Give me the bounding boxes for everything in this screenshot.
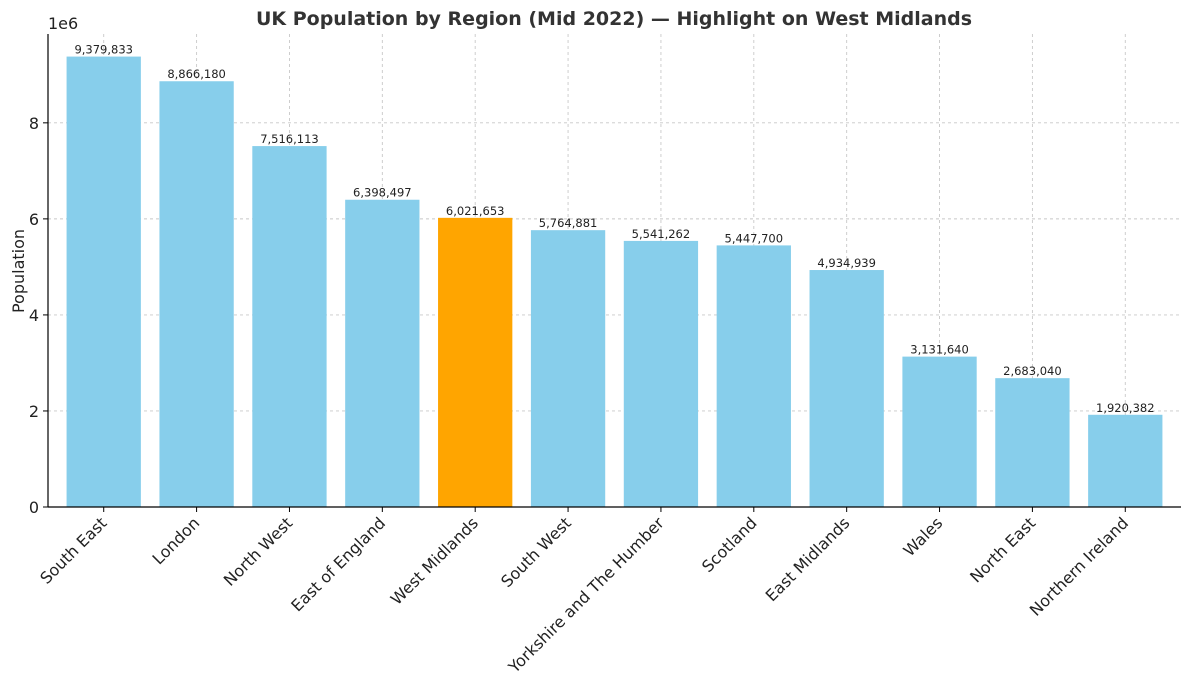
bar-south-west — [530, 230, 606, 508]
x-tick-label: North East — [966, 513, 1039, 586]
bar-scotland — [716, 245, 791, 507]
data-label: 5,541,262 — [632, 227, 691, 241]
bar-west-midlands — [438, 217, 513, 508]
data-label: 5,447,700 — [725, 231, 784, 245]
bar-south-east — [66, 56, 141, 507]
axes — [43, 34, 1181, 512]
data-label: 3,131,640 — [910, 343, 969, 357]
x-tick-label: Northern Ireland — [1026, 513, 1132, 619]
y-axis-label: Population — [9, 229, 28, 313]
bar-london — [159, 81, 234, 507]
y-tick-labels: 0 2 4 6 8 — [29, 114, 39, 517]
y-tick-label: 8 — [29, 114, 39, 133]
bar-east-midlands — [809, 270, 884, 507]
bar-wales — [902, 356, 977, 507]
bar-north-east — [995, 378, 1070, 507]
chart-title: UK Population by Region (Mid 2022) — Hig… — [256, 8, 972, 30]
x-tick-label: West Midlands — [387, 513, 482, 608]
x-tick-label: Scotland — [698, 513, 761, 576]
data-label: 9,379,833 — [74, 43, 133, 57]
x-tick-label: East Midlands — [762, 513, 854, 605]
x-tick-label: South West — [497, 513, 575, 591]
data-label: 8,866,180 — [167, 67, 226, 81]
data-label: 2,683,040 — [1003, 364, 1062, 378]
x-tick-label: East of England — [287, 513, 389, 615]
x-tick-label: London — [149, 513, 204, 568]
data-label: 7,516,113 — [260, 132, 319, 146]
data-label: 4,934,939 — [817, 256, 876, 270]
y-tick-label: 2 — [29, 402, 39, 421]
x-tick-label: North West — [220, 513, 296, 589]
bars — [66, 56, 1163, 508]
x-tick-label: Yorkshire and The Humber — [504, 513, 668, 677]
y-tick-label: 6 — [29, 210, 39, 229]
value-labels: 9,379,833 8,866,180 7,516,113 6,398,497 6,02… — [74, 43, 1154, 415]
x-tick-label: Wales — [900, 513, 947, 560]
bar-northern-ireland — [1088, 414, 1163, 507]
data-label: 5,764,881 — [539, 216, 598, 230]
y-tick-label: 4 — [29, 306, 39, 325]
data-label: 1,920,382 — [1096, 401, 1155, 415]
bar-north-west — [252, 146, 327, 507]
data-label: 6,021,653 — [446, 204, 505, 218]
bar-yorkshire-and-the-humber — [623, 240, 699, 507]
y-tick-label: 0 — [29, 498, 39, 517]
x-tick-label: South East — [36, 513, 110, 587]
y-axis-scale-label: 1e6 — [48, 14, 78, 33]
bar-east-of-england — [345, 199, 420, 507]
data-label: 6,398,497 — [353, 186, 412, 200]
